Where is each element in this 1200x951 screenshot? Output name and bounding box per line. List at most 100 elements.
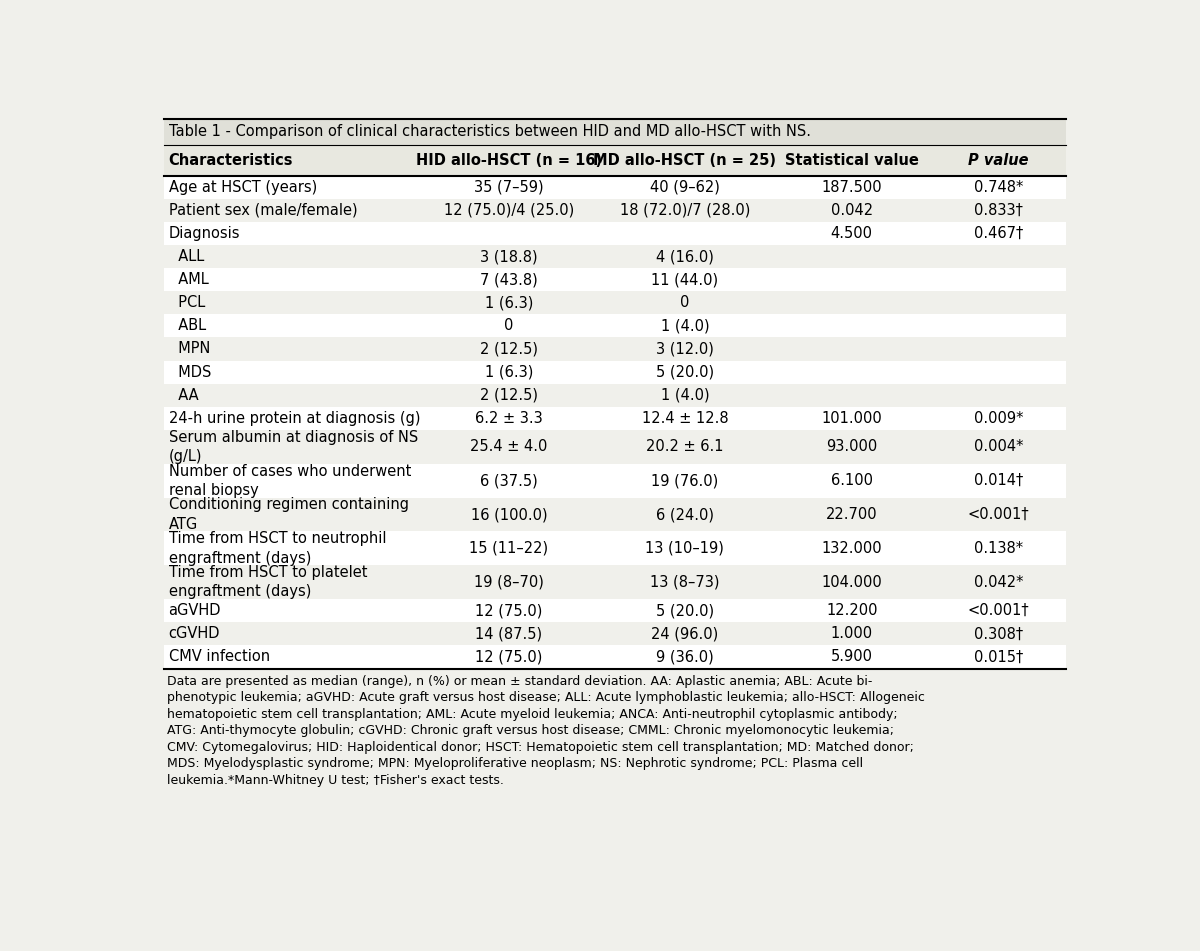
Text: 13 (8–73): 13 (8–73)	[650, 574, 720, 590]
Bar	[164, 430, 1066, 464]
Text: <0.001†: <0.001†	[967, 507, 1030, 522]
Text: 0: 0	[680, 295, 690, 310]
Bar	[164, 646, 1066, 669]
Text: 12.4 ± 12.8: 12.4 ± 12.8	[642, 411, 728, 426]
Bar	[164, 268, 1066, 291]
Text: 1 (4.0): 1 (4.0)	[661, 388, 709, 402]
Bar	[164, 497, 1066, 532]
Text: 4 (16.0): 4 (16.0)	[656, 249, 714, 264]
Text: Conditioning regimen containing
ATG: Conditioning regimen containing ATG	[168, 497, 408, 532]
Text: MDS: MDS	[168, 364, 211, 379]
Bar	[164, 291, 1066, 315]
Text: HID allo-HSCT (n = 16): HID allo-HSCT (n = 16)	[416, 153, 602, 167]
Text: 3 (12.0): 3 (12.0)	[656, 341, 714, 357]
Bar	[164, 222, 1066, 245]
Text: 14 (87.5): 14 (87.5)	[475, 627, 542, 641]
Text: 0.042*: 0.042*	[973, 574, 1024, 590]
Text: 0: 0	[504, 319, 514, 334]
Text: 5 (20.0): 5 (20.0)	[656, 364, 714, 379]
Text: 25.4 ± 4.0: 25.4 ± 4.0	[470, 439, 547, 455]
Text: 9 (36.0): 9 (36.0)	[656, 650, 714, 665]
Text: cGVHD: cGVHD	[168, 627, 220, 641]
Text: PCL: PCL	[168, 295, 205, 310]
Text: AA: AA	[168, 388, 198, 402]
Text: 101.000: 101.000	[822, 411, 882, 426]
Text: 2 (12.5): 2 (12.5)	[480, 388, 538, 402]
Text: 6 (24.0): 6 (24.0)	[656, 507, 714, 522]
Bar	[164, 145, 1066, 176]
Text: <0.001†: <0.001†	[967, 603, 1030, 618]
Bar	[164, 315, 1066, 338]
Text: 12 (75.0)/4 (25.0): 12 (75.0)/4 (25.0)	[444, 203, 574, 218]
Text: Data are presented as median (range), n (%) or mean ± standard deviation. AA: Ap: Data are presented as median (range), n …	[167, 674, 925, 786]
Text: 1 (6.3): 1 (6.3)	[485, 364, 533, 379]
Text: 19 (76.0): 19 (76.0)	[652, 474, 719, 488]
Text: AML: AML	[168, 272, 209, 287]
Text: 22.700: 22.700	[826, 507, 877, 522]
Text: Number of cases who underwent
renal biopsy: Number of cases who underwent renal biop…	[168, 463, 410, 497]
Bar	[164, 532, 1066, 565]
Bar	[164, 245, 1066, 268]
Bar	[164, 599, 1066, 622]
Text: 5.900: 5.900	[830, 650, 872, 665]
Text: Age at HSCT (years): Age at HSCT (years)	[168, 180, 317, 195]
Text: Statistical value: Statistical value	[785, 153, 919, 167]
Text: P value: P value	[968, 153, 1028, 167]
Text: 93.000: 93.000	[826, 439, 877, 455]
Text: Characteristics: Characteristics	[168, 153, 293, 167]
Text: ABL: ABL	[168, 319, 205, 334]
Text: 0.014†: 0.014†	[973, 474, 1024, 488]
Text: Table 1 - Comparison of clinical characteristics between HID and MD allo-HSCT wi: Table 1 - Comparison of clinical charact…	[168, 125, 811, 140]
Text: 6.100: 6.100	[830, 474, 872, 488]
Text: 6.2 ± 3.3: 6.2 ± 3.3	[475, 411, 542, 426]
Text: 24 (96.0): 24 (96.0)	[652, 627, 719, 641]
Text: 0.467†: 0.467†	[973, 226, 1024, 241]
Text: 0.015†: 0.015†	[973, 650, 1024, 665]
Text: 0.042: 0.042	[830, 203, 872, 218]
Text: Patient sex (male/female): Patient sex (male/female)	[168, 203, 358, 218]
Bar	[164, 407, 1066, 430]
Bar	[164, 622, 1066, 646]
Text: 4.500: 4.500	[830, 226, 872, 241]
Text: 7 (43.8): 7 (43.8)	[480, 272, 538, 287]
Text: 16 (100.0): 16 (100.0)	[470, 507, 547, 522]
Text: 0.009*: 0.009*	[973, 411, 1024, 426]
Text: 104.000: 104.000	[822, 574, 882, 590]
Text: 18 (72.0)/7 (28.0): 18 (72.0)/7 (28.0)	[619, 203, 750, 218]
Text: 1 (4.0): 1 (4.0)	[661, 319, 709, 334]
Text: 0.004*: 0.004*	[973, 439, 1024, 455]
Bar	[164, 338, 1066, 360]
Text: CMV infection: CMV infection	[168, 650, 270, 665]
Text: MPN: MPN	[168, 341, 210, 357]
Bar	[164, 176, 1066, 199]
Text: 0.138*: 0.138*	[974, 541, 1022, 556]
Text: Diagnosis: Diagnosis	[168, 226, 240, 241]
Text: 24-h urine protein at diagnosis (g): 24-h urine protein at diagnosis (g)	[168, 411, 420, 426]
Text: 1.000: 1.000	[830, 627, 872, 641]
Text: 35 (7–59): 35 (7–59)	[474, 180, 544, 195]
Text: ALL: ALL	[168, 249, 204, 264]
Text: 132.000: 132.000	[822, 541, 882, 556]
Text: 19 (8–70): 19 (8–70)	[474, 574, 544, 590]
Text: 13 (10–19): 13 (10–19)	[646, 541, 725, 556]
Text: 0.833†: 0.833†	[974, 203, 1022, 218]
Text: 20.2 ± 6.1: 20.2 ± 6.1	[646, 439, 724, 455]
Text: 11 (44.0): 11 (44.0)	[652, 272, 719, 287]
Text: 0.748*: 0.748*	[973, 180, 1024, 195]
Text: 6 (37.5): 6 (37.5)	[480, 474, 538, 488]
Bar	[164, 360, 1066, 383]
Text: 0.308†: 0.308†	[974, 627, 1022, 641]
Text: MD allo-HSCT (n = 25): MD allo-HSCT (n = 25)	[594, 153, 776, 167]
Text: Time from HSCT to neutrophil
engraftment (days): Time from HSCT to neutrophil engraftment…	[168, 532, 386, 566]
Text: aGVHD: aGVHD	[168, 603, 221, 618]
Text: 3 (18.8): 3 (18.8)	[480, 249, 538, 264]
Text: Time from HSCT to platelet
engraftment (days): Time from HSCT to platelet engraftment (…	[168, 565, 367, 599]
Bar	[164, 565, 1066, 599]
Text: 187.500: 187.500	[822, 180, 882, 195]
Text: 12.200: 12.200	[826, 603, 877, 618]
Text: Serum albumin at diagnosis of NS
(g/L): Serum albumin at diagnosis of NS (g/L)	[168, 430, 418, 464]
Bar	[164, 119, 1066, 145]
Bar	[164, 464, 1066, 497]
Text: 12 (75.0): 12 (75.0)	[475, 603, 542, 618]
Text: 1 (6.3): 1 (6.3)	[485, 295, 533, 310]
